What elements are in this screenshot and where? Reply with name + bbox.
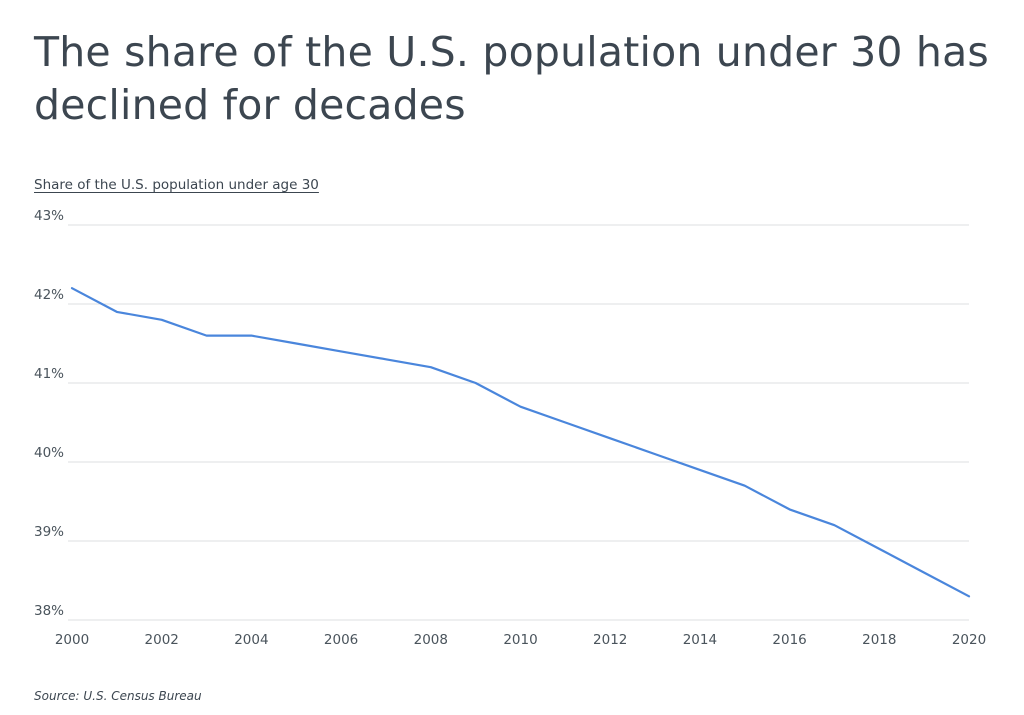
x-tick-label-2002: 2002	[145, 632, 179, 648]
x-tick-label-2016: 2016	[772, 632, 806, 648]
x-tick-label-2008: 2008	[414, 632, 448, 648]
x-tick-labels: 2000 2002 2004 2006 2008 2010 2012 2014 2016 2018…	[55, 632, 986, 648]
x-tick-label-2014: 2014	[683, 632, 717, 648]
grid-layer	[68, 224, 969, 621]
y-tick-label-38: 38%	[34, 603, 64, 619]
x-tick-label-2010: 2010	[503, 632, 537, 648]
series-layer	[70, 287, 971, 598]
x-tick-label-2012: 2012	[593, 632, 627, 648]
source-note: Source: U.S. Census Bureau	[34, 689, 202, 703]
series-line-0	[70, 287, 971, 598]
x-tick-label-2000: 2000	[55, 632, 89, 648]
x-tick-label-2006: 2006	[324, 632, 358, 648]
x-tick-label-2004: 2004	[234, 632, 268, 648]
y-tick-label-40: 40%	[34, 445, 64, 461]
x-tick-label-2020: 2020	[952, 632, 986, 648]
y-tick-label-41: 41%	[34, 366, 64, 382]
chart-title: The share of the U.S. population under 3…	[34, 28, 989, 129]
source-name: U.S. Census Bureau	[83, 689, 202, 703]
y-tick-label-43: 43%	[34, 208, 64, 224]
y-tick-labels: 43% 42% 41% 40% 39% 38%	[34, 208, 64, 619]
y-tick-label-39: 39%	[34, 524, 64, 540]
x-tick-label-2018: 2018	[862, 632, 896, 648]
y-tick-label-42: 42%	[34, 287, 64, 303]
y-axis-caption: Share of the U.S. population under age 3…	[34, 177, 319, 193]
source-label: Source:	[34, 689, 80, 703]
